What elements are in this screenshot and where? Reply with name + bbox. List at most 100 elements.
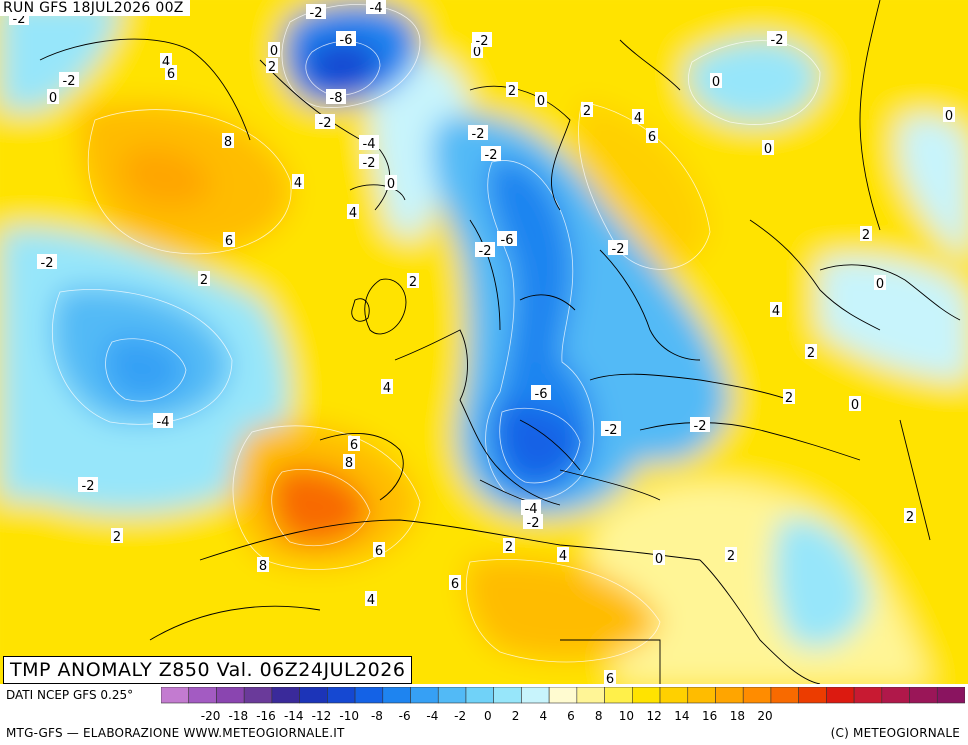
contour-label: 0 — [268, 42, 280, 59]
svg-text:2: 2 — [807, 346, 815, 361]
contour-label: -4 — [521, 500, 541, 517]
colorbar-tick-label: -16 — [256, 709, 276, 723]
colorbar-swatch — [687, 687, 716, 704]
colorbar-swatch — [354, 687, 384, 704]
svg-text:2: 2 — [113, 530, 121, 545]
svg-text:0: 0 — [473, 45, 481, 60]
svg-text:4: 4 — [772, 304, 780, 319]
colorbar-swatch — [493, 687, 522, 704]
colorbar-swatch — [826, 687, 855, 704]
colorbar-tick-label: -14 — [284, 709, 304, 723]
contour-label: 6 — [646, 128, 658, 145]
colorbar-swatch — [548, 687, 578, 704]
svg-text:6: 6 — [350, 438, 358, 453]
contour-label: 0 — [535, 92, 547, 109]
contour-label: -2 — [468, 125, 488, 142]
colorbar-swatch — [576, 687, 605, 704]
contour-label: 2 — [860, 226, 872, 243]
svg-text:2: 2 — [727, 549, 735, 564]
colorbar-swatch — [188, 687, 217, 704]
svg-text:0: 0 — [764, 142, 772, 157]
contour-label: -2 — [475, 242, 495, 259]
svg-text:-4: -4 — [370, 1, 383, 16]
colorbar-swatch — [659, 687, 689, 704]
contour-label: 2 — [506, 82, 518, 99]
colorbar-tick-label: -6 — [399, 709, 411, 723]
svg-text:0: 0 — [49, 91, 57, 106]
colorbar-swatch — [271, 687, 300, 704]
colorbar-tick-label: -20 — [201, 709, 221, 723]
svg-text:8: 8 — [259, 559, 267, 574]
svg-text:-4: -4 — [525, 502, 538, 517]
contour-label: 4 — [381, 379, 393, 396]
svg-text:4: 4 — [634, 111, 642, 126]
svg-text:-2: -2 — [310, 6, 323, 21]
contour-label: 0 — [385, 175, 397, 192]
svg-text:4: 4 — [349, 206, 357, 221]
contour-label: -2 — [608, 240, 628, 257]
contour-label: -2 — [472, 32, 492, 49]
colorbar-tick-label: -12 — [312, 709, 332, 723]
colorbar-tick-label: -8 — [371, 709, 383, 723]
contour-label: 8 — [257, 557, 269, 574]
contour-label: 2 — [198, 271, 210, 288]
svg-text:-2: -2 — [605, 423, 618, 438]
svg-text:-4: -4 — [363, 137, 376, 152]
colorbar-tick-label: 0 — [484, 709, 492, 723]
contour-label: 4 — [557, 547, 569, 564]
contour-label: 6 — [223, 232, 235, 249]
svg-text:6: 6 — [225, 234, 233, 249]
contour-label: 4 — [160, 53, 172, 70]
svg-text:2: 2 — [583, 104, 591, 119]
colorbar-swatch — [327, 687, 356, 704]
svg-text:-2: -2 — [82, 479, 95, 494]
svg-text:-2: -2 — [363, 156, 376, 171]
credit-left: MTG-GFS — ELABORAZIONE WWW.METEOGIORNALE… — [6, 726, 345, 740]
svg-text:4: 4 — [367, 593, 375, 608]
svg-text:6: 6 — [648, 130, 656, 145]
colorbar-tick-label: -10 — [339, 709, 359, 723]
contour-label: 4 — [292, 174, 304, 191]
svg-text:0: 0 — [851, 398, 859, 413]
colorbar-swatch — [437, 687, 467, 704]
contour-label: 2 — [581, 102, 593, 119]
colorbar-swatch — [936, 687, 965, 704]
colorbar-swatch — [161, 687, 190, 704]
contour-label: 8 — [343, 454, 355, 471]
contour-label: -2 — [78, 477, 98, 494]
colorbar-swatch — [632, 687, 661, 704]
colorbar-swatch — [299, 687, 328, 704]
svg-text:-2: -2 — [612, 242, 625, 257]
colorbar-swatch — [521, 687, 550, 704]
svg-text:2: 2 — [268, 60, 276, 75]
contour-label: 0 — [874, 275, 886, 292]
contour-label: -2 — [306, 4, 326, 21]
colorbar-swatch — [382, 687, 411, 704]
svg-text:-2: -2 — [63, 74, 76, 89]
contour-label: 6 — [449, 575, 461, 592]
contour-label: 6 — [165, 65, 177, 82]
svg-text:-2: -2 — [472, 127, 485, 142]
colorbar-swatch — [770, 687, 799, 704]
contour-label: 4 — [365, 591, 377, 608]
svg-text:0: 0 — [945, 109, 953, 124]
colorbar-swatch — [742, 687, 772, 704]
svg-text:2: 2 — [862, 228, 870, 243]
svg-text:2: 2 — [505, 540, 513, 555]
colorbar-swatch — [881, 687, 910, 704]
svg-text:-2: -2 — [527, 516, 540, 531]
contour-label: 2 — [904, 508, 916, 525]
colorbar-swatch — [798, 687, 827, 704]
contour-label: 2 — [783, 389, 795, 406]
colorbar-tick-label: -2 — [454, 709, 466, 723]
contour-label: 2 — [725, 547, 737, 564]
credit-right: (C) METEOGIORNALE — [830, 726, 960, 740]
contour-label: 2 — [111, 528, 123, 545]
contour-label: 6 — [604, 670, 616, 684]
colorbar-tick-label: 14 — [674, 709, 689, 723]
svg-text:6: 6 — [606, 672, 614, 684]
colorbar-tick-label: 20 — [757, 709, 772, 723]
contour-label: 6 — [373, 542, 385, 559]
contour-label: -4 — [366, 0, 386, 16]
contour-label: 0 — [849, 396, 861, 413]
